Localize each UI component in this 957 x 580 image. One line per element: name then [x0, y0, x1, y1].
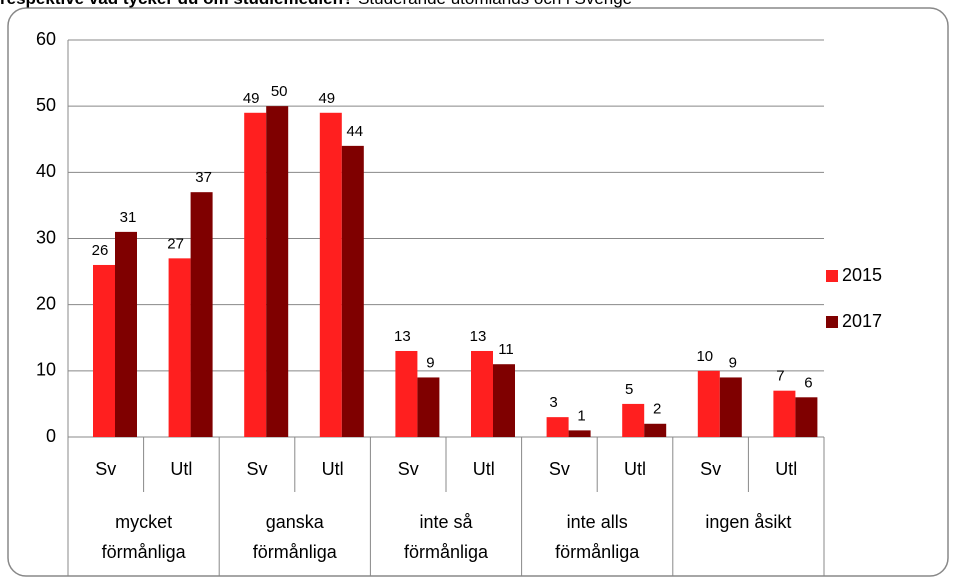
data-label: 37 [195, 169, 212, 186]
x-tick-label: Utl [473, 459, 495, 479]
bar [319, 112, 342, 438]
bar [471, 350, 493, 437]
group-label: förmånliga [102, 542, 187, 562]
data-label: 2 [653, 401, 661, 418]
legend-swatch [826, 316, 838, 328]
x-tick-label: Sv [700, 459, 721, 479]
data-label: 11 [498, 341, 514, 358]
data-label: 13 [394, 328, 411, 345]
group-label: mycket [115, 512, 172, 532]
chart-title-bold: respektive vad tycker du om studiemedlen… [0, 0, 353, 8]
y-tick-label: 60 [36, 29, 56, 49]
bar [622, 403, 645, 437]
x-tick-label: Utl [624, 459, 646, 479]
bar [168, 258, 191, 437]
data-label: 44 [346, 123, 363, 140]
group-label: ganska [266, 512, 325, 532]
data-label: 27 [167, 235, 184, 252]
bar [795, 397, 818, 437]
data-label: 6 [804, 374, 812, 391]
x-tick-label: Utl [322, 459, 344, 479]
data-label: 49 [318, 90, 335, 107]
data-label: 7 [776, 368, 784, 385]
bar [93, 264, 115, 437]
data-label: 13 [470, 328, 487, 345]
bar [341, 145, 364, 437]
x-tick-label: Sv [549, 459, 570, 479]
data-label: 31 [120, 209, 137, 226]
bar [190, 192, 213, 437]
x-tick-label: Utl [775, 459, 797, 479]
bar [395, 350, 418, 437]
chart-border [7, 7, 949, 577]
data-label: 26 [92, 242, 109, 259]
bar [644, 423, 667, 437]
group-label: inte så [419, 512, 473, 532]
data-label: 3 [549, 394, 557, 411]
chart-title: respektive vad tycker du om studiemedlen… [0, 0, 632, 8]
y-tick-label: 50 [36, 95, 56, 115]
data-label: 9 [729, 354, 737, 371]
y-tick-label: 40 [36, 161, 56, 181]
x-tick-label: Utl [170, 459, 192, 479]
bar [417, 377, 440, 437]
x-tick-label: Sv [95, 459, 116, 479]
y-tick-label: 30 [36, 227, 56, 247]
data-label: 9 [426, 354, 434, 371]
x-tick-label: Sv [246, 459, 267, 479]
group-label: inte alls [567, 512, 628, 532]
bar [115, 231, 137, 437]
group-label: ingen åsikt [705, 512, 791, 532]
x-tick-label: Sv [398, 459, 419, 479]
bar [719, 377, 742, 437]
group-label: förmånliga [404, 542, 489, 562]
bar [546, 417, 569, 437]
bar [266, 106, 289, 438]
bar [493, 364, 515, 437]
bar [568, 430, 591, 437]
legend-label: 2015 [842, 265, 882, 285]
data-label: 49 [243, 90, 260, 107]
bar [773, 390, 796, 437]
legend-swatch [826, 270, 838, 282]
data-label: 10 [696, 348, 713, 365]
group-label: förmånliga [555, 542, 640, 562]
y-tick-label: 0 [46, 426, 56, 446]
chart-title-rest: Studerande utomlands och i Sverige [353, 0, 632, 8]
y-tick-label: 20 [36, 293, 56, 313]
bar [244, 112, 267, 438]
data-label: 50 [271, 83, 288, 100]
data-label: 1 [577, 407, 585, 424]
bar [697, 370, 720, 437]
legend-label: 2017 [842, 311, 882, 331]
data-label: 5 [625, 381, 633, 398]
group-label: förmånliga [253, 542, 338, 562]
y-tick-label: 10 [36, 360, 56, 380]
